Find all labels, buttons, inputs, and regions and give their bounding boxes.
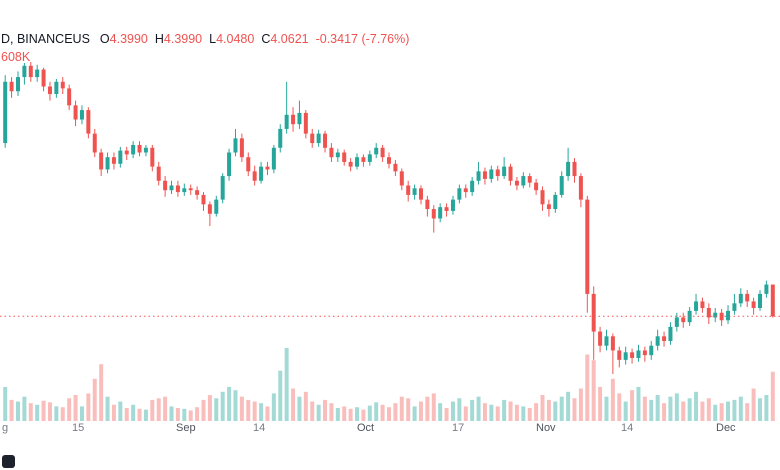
ohlc-row: D, BINANCEUS O4.3990 H4.3990 L4.0480 C4.0621… xyxy=(1,31,409,47)
corner-mark xyxy=(2,455,15,468)
close-label: C xyxy=(261,32,271,46)
time-axis-label: Sep xyxy=(176,422,196,434)
high-value: 4.3990 xyxy=(163,32,203,46)
volume-value: 608K xyxy=(1,50,31,64)
time-axis-label: g xyxy=(2,422,9,434)
symbol-legend: D, BINANCEUS O4.3990 H4.3990 L4.0480 C4.0621… xyxy=(1,31,409,65)
time-axis-label: 14 xyxy=(253,422,266,434)
volume-row: 608K xyxy=(1,49,409,65)
symbol-title[interactable]: D, BINANCEUS xyxy=(1,32,90,46)
time-axis-label: Nov xyxy=(536,422,556,434)
close-value: 4.0621 xyxy=(270,32,309,46)
low-label: L xyxy=(209,32,217,46)
open-label: O xyxy=(99,32,110,46)
high-label: H xyxy=(154,32,164,46)
time-axis[interactable]: g 15 Sep 14 Oct 17 Nov 14 Dec xyxy=(0,422,780,438)
low-value: 4.0480 xyxy=(216,32,255,46)
time-axis-label: Dec xyxy=(716,422,736,434)
time-axis-label: Oct xyxy=(357,422,375,434)
change-value: -0.3417 (-7.76%) xyxy=(315,32,410,46)
time-axis-label: 14 xyxy=(621,422,634,434)
time-axis-label: 17 xyxy=(452,422,465,434)
time-axis-label: 15 xyxy=(72,422,85,434)
open-value: 4.3990 xyxy=(109,32,148,46)
